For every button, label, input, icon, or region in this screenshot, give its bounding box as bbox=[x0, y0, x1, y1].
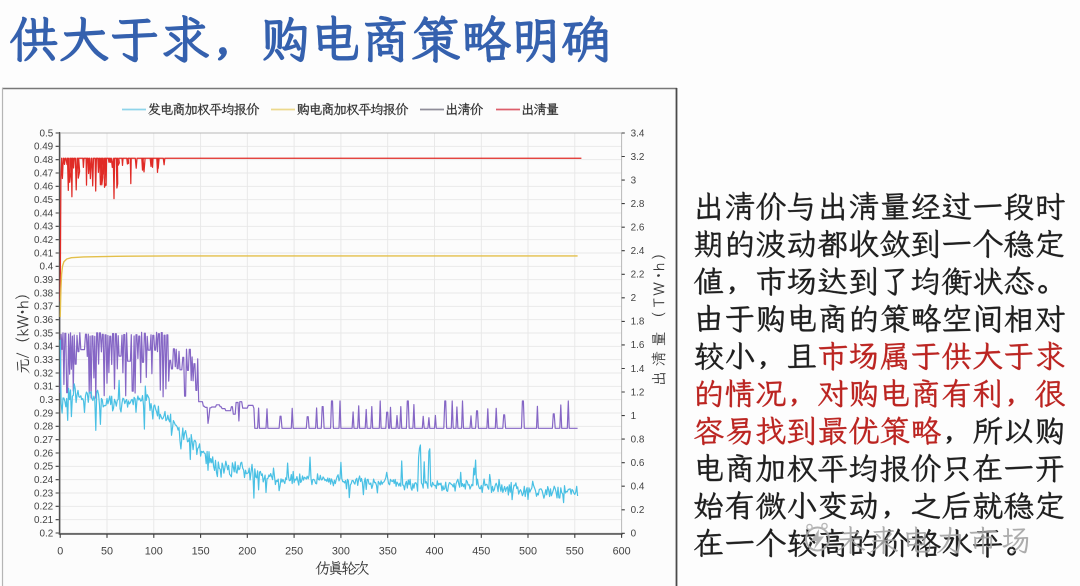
svg-text:1.6: 1.6 bbox=[631, 340, 645, 351]
svg-text:0.29: 0.29 bbox=[34, 408, 54, 419]
svg-text:0.39: 0.39 bbox=[34, 275, 54, 286]
svg-text:0: 0 bbox=[631, 529, 637, 540]
svg-text:2.2: 2.2 bbox=[631, 270, 645, 281]
svg-text:0.22: 0.22 bbox=[34, 502, 53, 513]
svg-text:0.4: 0.4 bbox=[39, 262, 53, 273]
svg-text:300: 300 bbox=[332, 546, 350, 558]
svg-text:0.21: 0.21 bbox=[34, 515, 54, 526]
svg-text:0.2: 0.2 bbox=[39, 528, 53, 539]
svg-text:2.6: 2.6 bbox=[631, 223, 645, 234]
svg-text:0.45: 0.45 bbox=[34, 195, 54, 206]
svg-text:1.2: 1.2 bbox=[631, 387, 645, 398]
svg-text:0.36: 0.36 bbox=[34, 315, 54, 326]
svg-text:0.32: 0.32 bbox=[34, 368, 53, 379]
svg-text:450: 450 bbox=[472, 546, 490, 558]
svg-text:0.28: 0.28 bbox=[34, 422, 54, 433]
svg-text:0.6: 0.6 bbox=[631, 458, 645, 469]
svg-text:100: 100 bbox=[145, 546, 163, 558]
svg-text:0.27: 0.27 bbox=[34, 435, 53, 446]
svg-text:50: 50 bbox=[101, 546, 113, 558]
svg-text:0.48: 0.48 bbox=[34, 155, 54, 166]
svg-text:3.2: 3.2 bbox=[631, 152, 645, 163]
svg-text:0.49: 0.49 bbox=[34, 142, 54, 153]
svg-text:0.26: 0.26 bbox=[34, 448, 54, 459]
svg-text:200: 200 bbox=[238, 546, 256, 558]
svg-text:0.41: 0.41 bbox=[34, 248, 54, 259]
svg-text:0.38: 0.38 bbox=[34, 288, 54, 299]
svg-text:0.25: 0.25 bbox=[34, 462, 54, 473]
svg-text:0.34: 0.34 bbox=[34, 342, 54, 353]
svg-text:0.43: 0.43 bbox=[34, 222, 54, 233]
svg-text:600: 600 bbox=[613, 546, 631, 558]
svg-text:0.2: 0.2 bbox=[631, 505, 645, 516]
svg-text:0.24: 0.24 bbox=[34, 475, 54, 486]
svg-text:250: 250 bbox=[285, 546, 303, 558]
svg-text:0.4: 0.4 bbox=[631, 482, 645, 493]
svg-text:0.23: 0.23 bbox=[34, 488, 54, 499]
svg-text:1.4: 1.4 bbox=[631, 364, 645, 375]
svg-text:0.3: 0.3 bbox=[39, 395, 53, 406]
svg-text:1.8: 1.8 bbox=[631, 317, 645, 328]
svg-text:0.44: 0.44 bbox=[34, 208, 54, 219]
svg-text:0.5: 0.5 bbox=[39, 128, 53, 139]
svg-text:0.31: 0.31 bbox=[34, 382, 54, 393]
svg-text:550: 550 bbox=[566, 546, 584, 558]
svg-text:0.42: 0.42 bbox=[34, 235, 53, 246]
svg-text:2: 2 bbox=[631, 293, 637, 304]
svg-text:0.35: 0.35 bbox=[34, 328, 54, 339]
svg-text:0.47: 0.47 bbox=[34, 168, 53, 179]
svg-text:150: 150 bbox=[192, 546, 210, 558]
svg-text:0: 0 bbox=[57, 546, 63, 558]
svg-text:0.46: 0.46 bbox=[34, 182, 54, 193]
svg-text:2.8: 2.8 bbox=[631, 199, 645, 210]
svg-text:2.4: 2.4 bbox=[631, 246, 645, 257]
svg-text:0.37: 0.37 bbox=[34, 302, 53, 313]
svg-text:500: 500 bbox=[519, 546, 537, 558]
svg-text:3.4: 3.4 bbox=[631, 128, 645, 139]
svg-text:1: 1 bbox=[631, 411, 637, 422]
svg-text:400: 400 bbox=[425, 546, 443, 558]
svg-text:350: 350 bbox=[379, 546, 397, 558]
svg-text:3: 3 bbox=[631, 175, 637, 186]
svg-text:0.33: 0.33 bbox=[34, 355, 54, 366]
svg-text:0.8: 0.8 bbox=[631, 434, 645, 445]
